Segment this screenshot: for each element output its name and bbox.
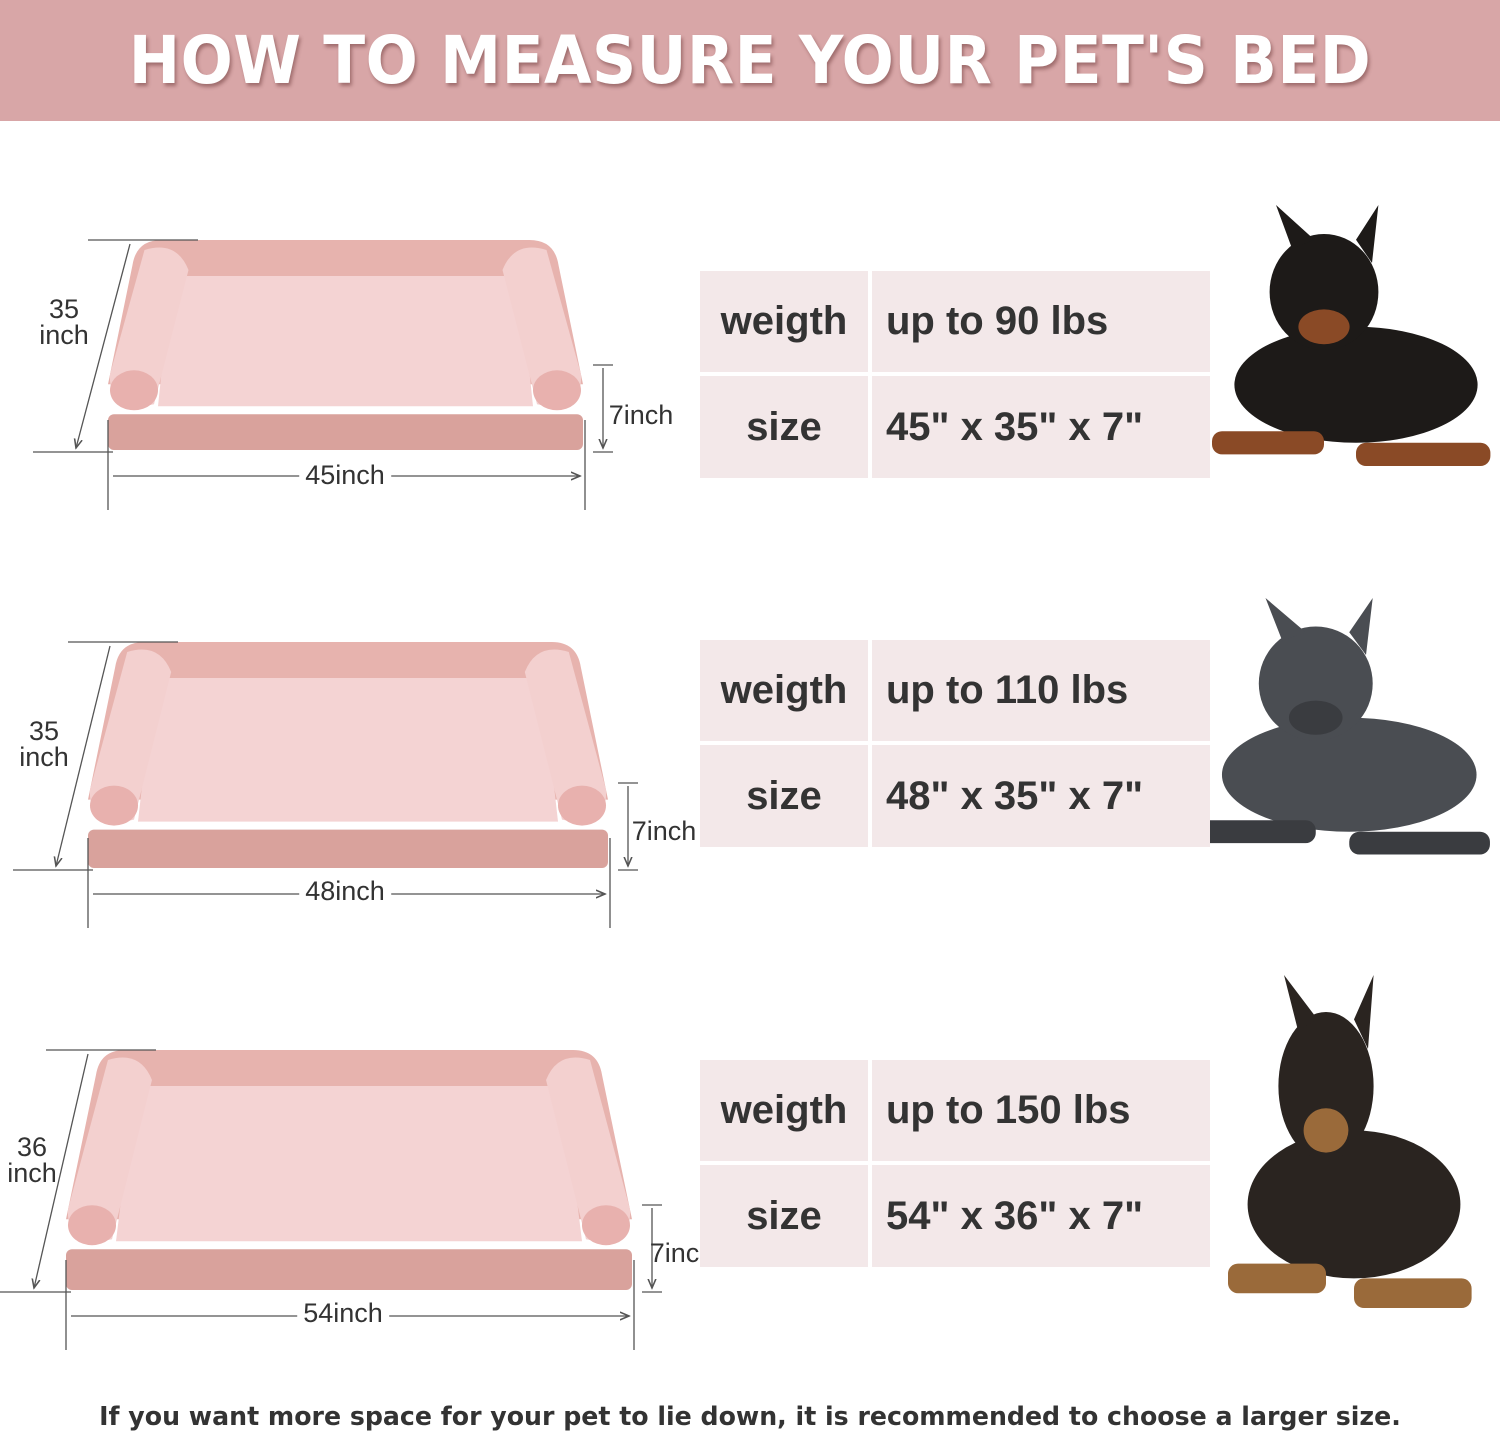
depth-value: 36 xyxy=(16,1132,48,1162)
size-label: size xyxy=(700,1165,868,1267)
bed-image xyxy=(66,1050,632,1290)
size-label: size xyxy=(700,376,868,478)
depth-line xyxy=(34,1053,89,1288)
depth-label: 35 inch xyxy=(39,294,89,350)
weight-value: up to 150 lbs xyxy=(872,1060,1210,1161)
size-value: 54" x 36" x 7" xyxy=(872,1165,1210,1267)
weight-label: weigth xyxy=(700,271,868,372)
bed-image xyxy=(108,240,583,450)
weight-label: weigth xyxy=(700,1060,868,1161)
weight-value: up to 110 lbs xyxy=(872,640,1210,741)
spec-table: weigth up to 110 lbs size 48" x 35" x 7" xyxy=(700,640,1210,847)
weight-value: up to 90 lbs xyxy=(872,271,1210,372)
size-value: 48" x 35" x 7" xyxy=(872,745,1210,847)
spec-table: weigth up to 150 lbs size 54" x 36" x 7" xyxy=(700,1060,1210,1267)
depth-value: 35 xyxy=(28,716,60,746)
doberman-image xyxy=(1212,205,1491,466)
page-title: HOW TO MEASURE YOUR PET'S BED xyxy=(128,22,1372,99)
depth-line xyxy=(76,243,131,448)
header-banner: HOW TO MEASURE YOUR PET'S BED xyxy=(0,0,1500,121)
depth-unit: inch xyxy=(7,1158,57,1188)
spec-table: weigth up to 90 lbs size 45" x 35" x 7" xyxy=(700,271,1210,478)
depth-value: 35 xyxy=(48,294,80,324)
size-label: size xyxy=(700,745,868,847)
width-label: 54inch xyxy=(297,1300,389,1327)
width-label: 45inch xyxy=(299,462,391,489)
size-value: 45" x 35" x 7" xyxy=(872,376,1210,478)
weight-label: weigth xyxy=(700,640,868,741)
height-label: 7inch xyxy=(608,400,674,430)
depth-unit: inch xyxy=(19,742,69,772)
width-label: 48inch xyxy=(299,878,391,905)
depth-line xyxy=(56,645,111,866)
footer-note: If you want more space for your pet to l… xyxy=(99,1402,1401,1432)
bed-image xyxy=(88,642,608,868)
depth-label: 35 inch xyxy=(19,716,69,772)
german-shepherd-image xyxy=(1228,975,1472,1308)
great-dane-image xyxy=(1198,598,1490,855)
depth-label: 36 inch xyxy=(7,1132,57,1188)
height-label: 7inch xyxy=(631,816,697,846)
depth-unit: inch xyxy=(39,320,89,350)
